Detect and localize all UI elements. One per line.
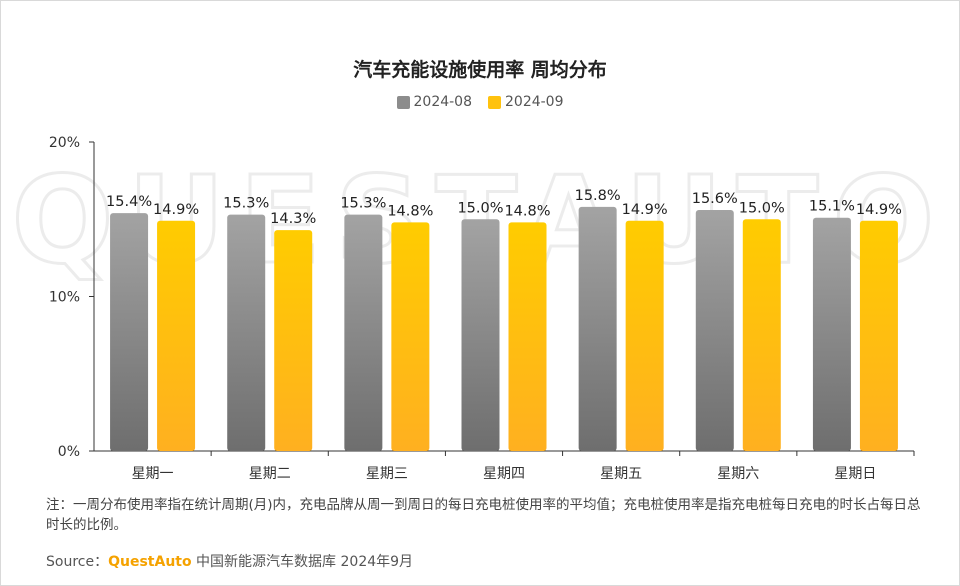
y-tick-label: 20% xyxy=(49,135,80,151)
data-label-series-1: 15.0% xyxy=(457,200,503,216)
y-tick-label: 10% xyxy=(49,290,80,306)
data-label-series-2: 15.0% xyxy=(739,200,785,216)
data-label-series-2: 14.3% xyxy=(270,211,316,227)
bar-series-1 xyxy=(812,217,851,451)
data-label-series-1: 15.8% xyxy=(575,188,621,204)
source-label: Source： xyxy=(46,554,109,570)
data-label-series-1: 15.1% xyxy=(809,199,855,215)
legend-swatch-series-1 xyxy=(396,95,410,109)
x-tick-label: 星期三 xyxy=(366,466,408,482)
data-label-series-1: 15.3% xyxy=(223,196,269,212)
bar-series-2 xyxy=(859,220,898,451)
data-label-series-1: 15.4% xyxy=(106,194,152,210)
x-tick-label: 星期日 xyxy=(834,466,876,482)
chart-title: 汽车充能设施使用率 周均分布 xyxy=(353,59,607,81)
legend: 2024-08 2024-09 xyxy=(0,94,960,110)
legend-label-series-2: 2024-09 xyxy=(505,94,564,110)
legend-item-series-1: 2024-08 xyxy=(396,94,473,110)
bar-series-1 xyxy=(110,213,149,451)
data-label-series-2: 14.8% xyxy=(504,203,550,219)
bar-series-1 xyxy=(578,206,617,451)
bar-series-2 xyxy=(391,222,430,451)
bar-series-2 xyxy=(742,219,781,451)
footnote: 注：一周分布使用率指在统计周期(月)内，充电品牌从周一到周日的每日充电桩使用率的… xyxy=(46,497,921,533)
data-label-series-1: 15.3% xyxy=(340,196,386,212)
bar-series-2 xyxy=(274,230,313,451)
legend-label-series-1: 2024-08 xyxy=(413,94,473,110)
legend-item-series-2: 2024-09 xyxy=(488,94,564,110)
y-tick-label: 0% xyxy=(58,444,80,460)
source-text: 中国新能源汽车数据库 2024年9月 xyxy=(191,554,414,570)
data-label-series-2: 14.9% xyxy=(153,202,199,218)
brand-logo: QuestAuto xyxy=(108,554,192,570)
data-label-series-2: 14.8% xyxy=(387,203,433,219)
bar-series-1 xyxy=(344,214,383,451)
x-tick-label: 星期一 xyxy=(132,466,174,482)
bar-series-1 xyxy=(461,219,500,451)
data-label-series-1: 15.6% xyxy=(692,191,738,207)
source-line: Source：QuestAuto 中国新能源汽车数据库 2024年9月 xyxy=(46,551,413,571)
bar-series-1 xyxy=(227,214,266,451)
x-tick-label: 星期五 xyxy=(600,466,642,482)
bar-series-2 xyxy=(625,220,664,451)
bar-series-1 xyxy=(695,209,734,451)
legend-swatch-series-2 xyxy=(488,95,501,109)
x-tick-label: 星期六 xyxy=(717,466,759,482)
data-label-series-2: 14.9% xyxy=(622,202,668,218)
bar-series-2 xyxy=(508,222,547,451)
x-tick-label: 星期四 xyxy=(483,466,525,482)
data-label-series-2: 14.9% xyxy=(856,202,902,218)
x-tick-label: 星期二 xyxy=(249,466,291,482)
bar-series-2 xyxy=(157,220,196,451)
